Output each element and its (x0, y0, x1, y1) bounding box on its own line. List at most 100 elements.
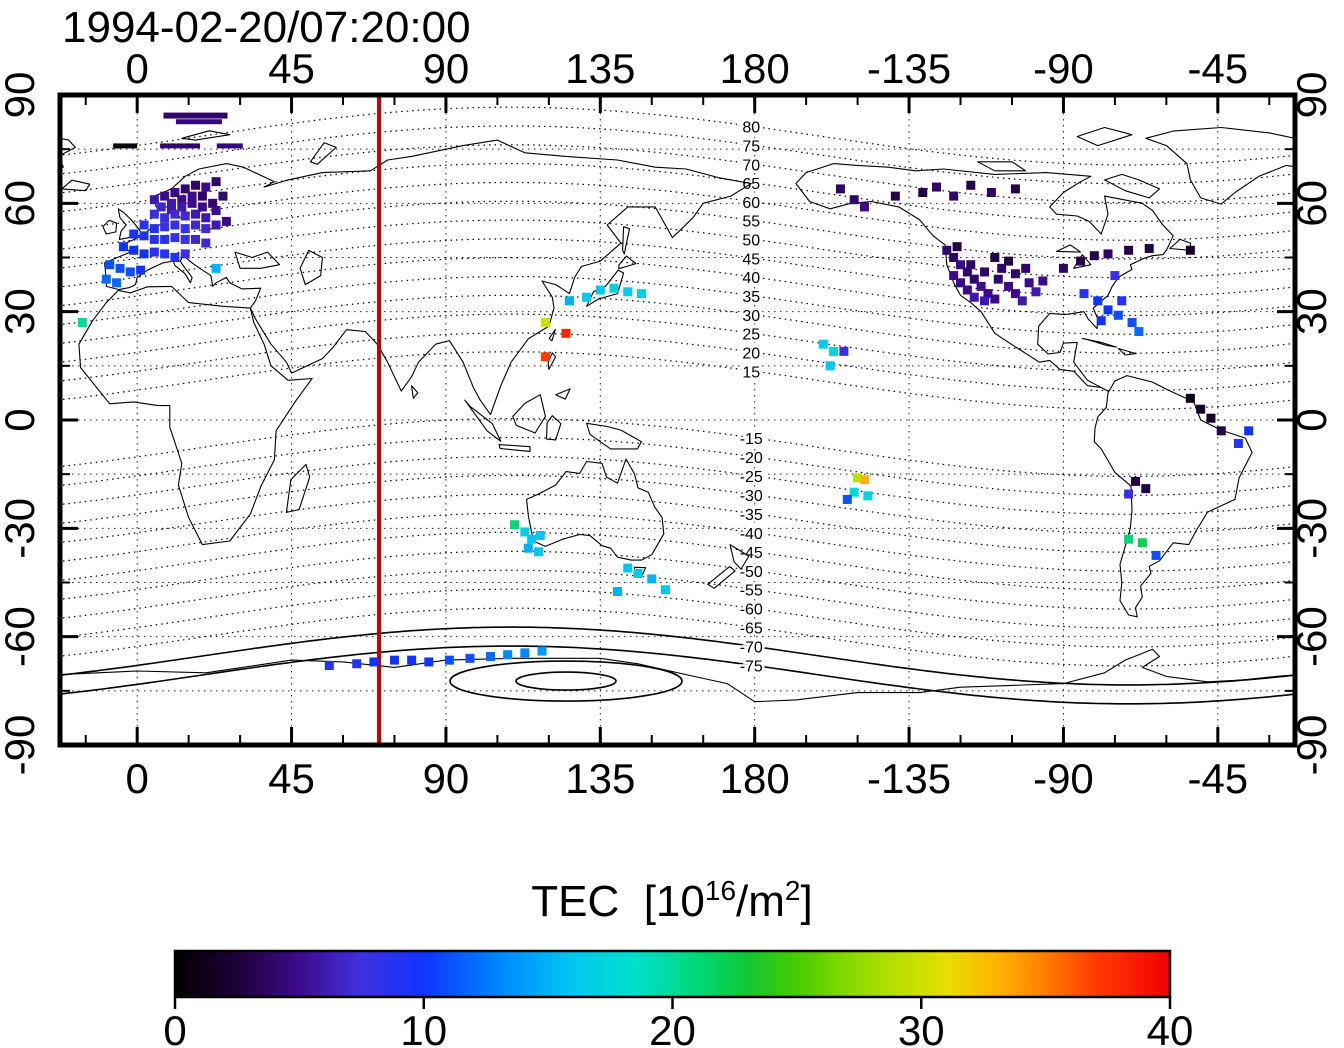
tec-point (1124, 245, 1134, 255)
tec-point (101, 274, 111, 284)
contour-label: 60 (742, 195, 760, 212)
coastline-path (61, 179, 91, 192)
tec-point (1024, 278, 1034, 288)
tec-point (170, 253, 180, 262)
lon-tick-label-top: -45 (1187, 45, 1248, 92)
tec-point (527, 534, 537, 544)
tec-point (201, 182, 211, 192)
lon-tick-label-top: 0 (126, 45, 149, 92)
coastline-path (285, 463, 311, 513)
tec-point (1110, 271, 1120, 281)
tec-point (211, 263, 221, 273)
contour-label: 20 (742, 345, 760, 362)
tec-point (1244, 426, 1254, 436)
coastline-path (1169, 238, 1191, 251)
tec-data-points-layer (77, 112, 1254, 671)
tec-point (932, 182, 942, 192)
tec-point (993, 274, 1003, 284)
tec-point (1103, 249, 1113, 259)
contour-label: -70 (740, 640, 763, 657)
tec-point (1079, 289, 1089, 299)
tec-point (139, 249, 149, 259)
coastline-path (622, 226, 631, 255)
tec-point (465, 653, 475, 663)
tec-point (1031, 287, 1041, 297)
lon-tick-label-bottom: 45 (268, 755, 315, 802)
contour-line-35 (60, 275, 1295, 335)
tec-point (160, 249, 170, 259)
tec-point (105, 260, 115, 270)
tec-point (890, 191, 900, 201)
tec-point (211, 220, 221, 230)
tec-point (149, 209, 159, 219)
tec-point (77, 318, 87, 327)
tec-point (534, 547, 544, 557)
lat-tick-label-right: 0 (1288, 408, 1335, 431)
coastline-path (795, 163, 1174, 392)
contour-label: -20 (740, 450, 763, 467)
lat-tick-label-right: 90 (1288, 72, 1335, 119)
tec-point (187, 191, 197, 201)
lat-tick-label-left: -60 (0, 606, 43, 667)
tec-point (582, 292, 592, 302)
tec-point (1137, 538, 1147, 548)
coastline-path (586, 422, 643, 450)
tec-point (369, 657, 379, 667)
tec-point (149, 234, 159, 244)
tec-point (1233, 438, 1243, 448)
tec-point (180, 211, 190, 221)
tec-point (849, 487, 859, 497)
tec-point (156, 202, 166, 212)
contour-label: 65 (742, 176, 760, 193)
lat-tick-label-left: 0 (0, 408, 43, 431)
tec-point (160, 222, 170, 232)
contour-line-50 (60, 219, 1295, 279)
contour-label: -75 (740, 659, 763, 676)
tec-point (636, 289, 646, 299)
tec-point (352, 659, 362, 669)
lon-tick-label-top: -135 (867, 45, 951, 92)
tec-point (149, 247, 159, 257)
tec-point (859, 202, 869, 212)
tec-point (1089, 251, 1099, 261)
lat-tick-label-right: 60 (1288, 180, 1335, 227)
tec-point (503, 650, 513, 660)
contour-label: 25 (742, 327, 760, 344)
tec-point (170, 233, 180, 243)
tec-point (191, 180, 201, 190)
coastline-path (464, 399, 502, 442)
contour-label: 70 (742, 157, 760, 174)
tec-point (407, 655, 417, 665)
tec-point (170, 209, 180, 219)
colorbar-title-exponent: 16 (705, 875, 736, 906)
tec-point (535, 531, 545, 541)
contour-label: -65 (740, 621, 763, 638)
contour-line-75 (60, 125, 1295, 185)
colorbar-title-open: [10 (619, 877, 705, 926)
tec-point (486, 652, 496, 662)
coastline-path (1117, 347, 1137, 356)
tec-point (520, 527, 530, 537)
tec-point (170, 220, 180, 230)
contour-line--20 (60, 436, 1295, 496)
tec-point (177, 195, 187, 205)
coastline-path (512, 394, 546, 434)
tec-bar (113, 143, 138, 149)
coastline-path (102, 219, 118, 235)
colorbar-tick-label: 20 (649, 1007, 696, 1048)
lon-tick-label-bottom: 135 (565, 755, 635, 802)
coastline-path (104, 139, 752, 416)
tec-point (990, 294, 1000, 304)
contour-line--25 (60, 455, 1295, 515)
tec-point (853, 473, 863, 483)
tec-point (201, 213, 211, 223)
tec-point (208, 198, 218, 208)
tec-point (660, 585, 670, 595)
coastline-path (618, 255, 637, 270)
axes-frame-layer (57, 92, 1298, 748)
contour-line--30 (60, 474, 1295, 534)
contour-label: 80 (742, 120, 760, 137)
tec-point (211, 206, 221, 216)
